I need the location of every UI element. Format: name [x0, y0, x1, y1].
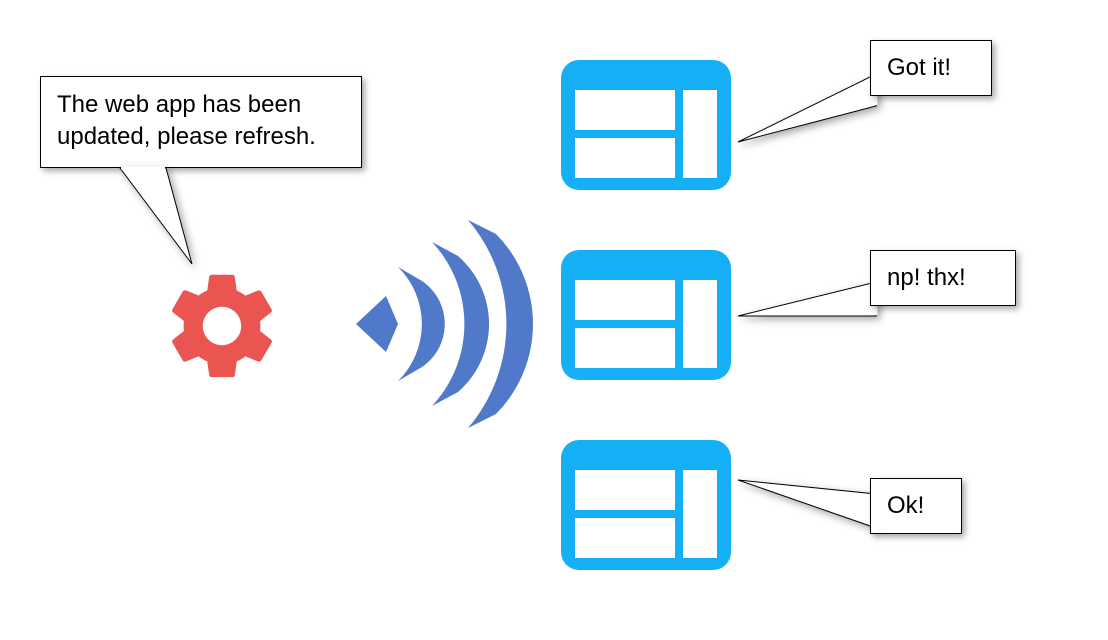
- reply-text-3: Ok!: [887, 491, 945, 521]
- reply-bubble-2: np! thx!: [870, 250, 1016, 306]
- reply-text-1: Got it!: [887, 53, 975, 83]
- browser-window-icon-3: [561, 440, 731, 570]
- reply-bubble-3: Ok!: [870, 478, 962, 534]
- server-speech-text: The web app has been updated, please ref…: [57, 89, 345, 153]
- broadcast-icon: [346, 214, 546, 434]
- reply-bubble-tail-1: [736, 72, 878, 152]
- gear-icon: [158, 262, 286, 390]
- server-bubble-tail: [118, 166, 218, 276]
- browser-window-icon-2: [561, 250, 731, 380]
- reply-text-2: np! thx!: [887, 263, 999, 293]
- browser-window-icon-1: [561, 60, 731, 190]
- reply-bubble-tail-2: [736, 276, 878, 332]
- reply-bubble-1: Got it!: [870, 40, 992, 96]
- reply-bubble-tail-3: [736, 472, 878, 536]
- server-speech-bubble: The web app has been updated, please ref…: [40, 76, 362, 168]
